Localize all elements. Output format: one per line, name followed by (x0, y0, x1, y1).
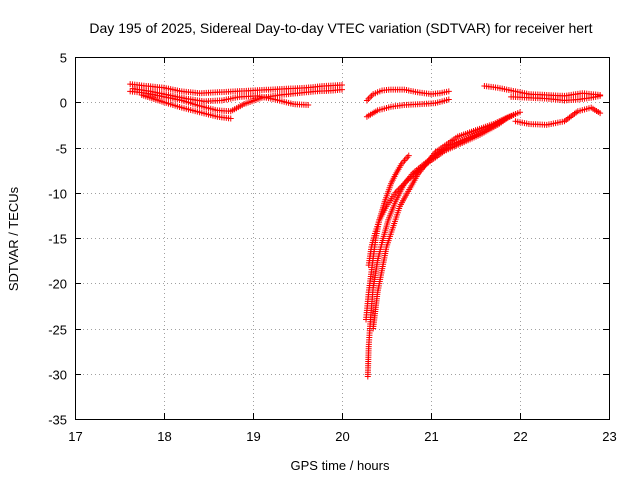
data-point (597, 110, 604, 117)
axis-ticks: 17 18 19 20 21 22 23 -35 -30 -25 -20 -15 -10 -5 0 5 (48, 51, 617, 445)
x-tick-label: 20 (335, 429, 349, 444)
chart-title: Day 195 of 2025, Sidereal Day-to-day VTE… (89, 20, 592, 36)
data-point (227, 115, 234, 122)
data-point (517, 109, 523, 116)
data-point (367, 94, 374, 101)
y-tick-label: -10 (48, 187, 67, 202)
data-point (365, 95, 372, 102)
x-tick-label: 21 (424, 429, 438, 444)
data-point (339, 86, 345, 93)
y-tick-label: 0 (60, 96, 67, 111)
data-point (363, 97, 370, 104)
y-tick-label: -15 (48, 232, 67, 247)
data-point (445, 96, 452, 103)
data-point (445, 88, 452, 95)
x-tick-label: 17 (68, 429, 82, 444)
y-tick-label: -30 (48, 368, 67, 383)
y-tick-label: -5 (55, 142, 67, 157)
y-tick-label: -20 (48, 277, 67, 292)
x-tick-label: 23 (602, 429, 616, 444)
y-axis-label: SDTVAR / TECUs (6, 186, 21, 291)
data-point (597, 92, 604, 99)
data-point (405, 152, 412, 159)
y-tick-label: 5 (60, 51, 67, 66)
x-tick-label: 22 (513, 429, 527, 444)
grid-lines (75, 57, 609, 419)
x-tick-label: 19 (246, 429, 260, 444)
data-point (305, 101, 312, 108)
y-tick-label: -35 (48, 413, 67, 428)
data-marks (127, 81, 604, 380)
x-axis-label: GPS time / hours (291, 458, 390, 473)
y-tick-label: -25 (48, 323, 67, 338)
x-tick-label: 18 (157, 429, 171, 444)
